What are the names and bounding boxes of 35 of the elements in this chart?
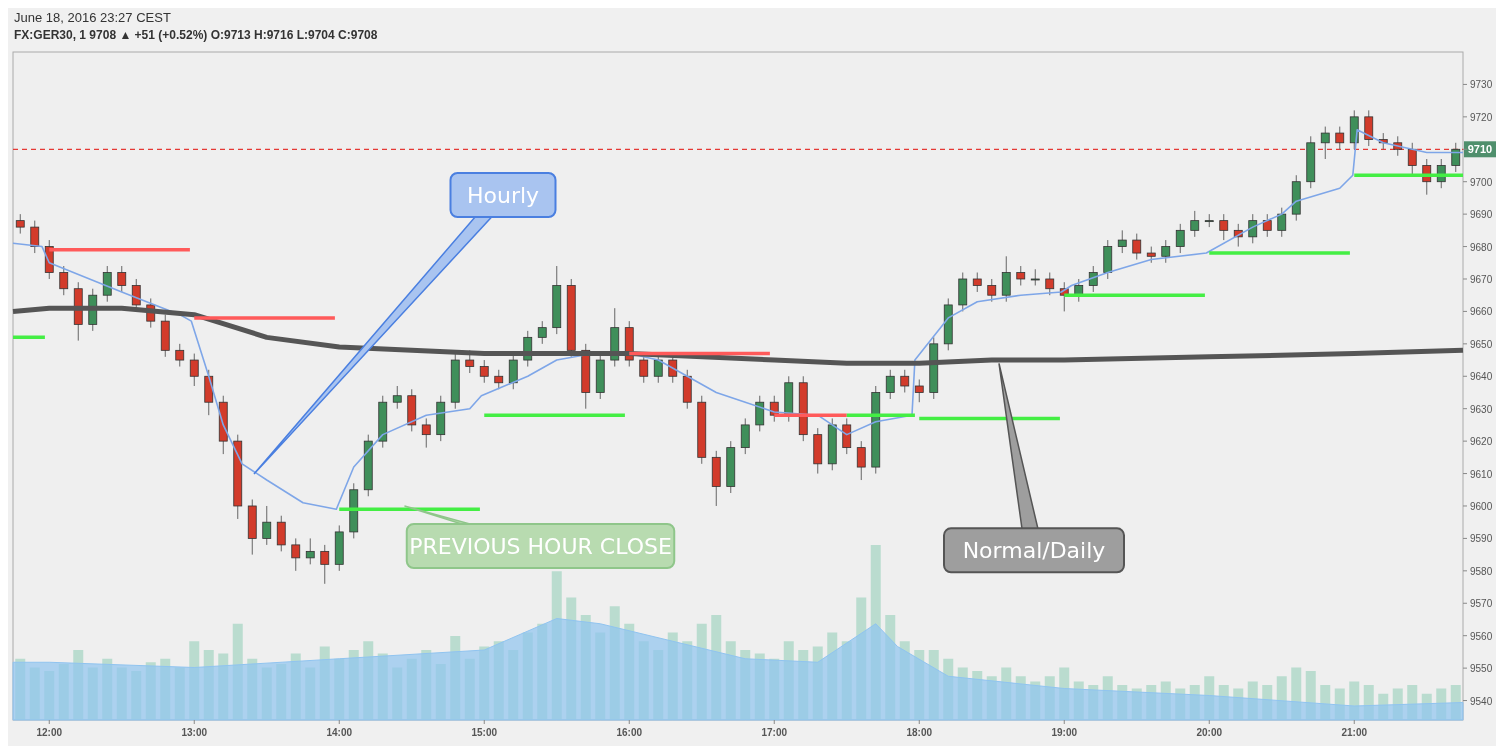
x-tick-label: 21:00: [1341, 727, 1368, 738]
y-tick-label: 9670: [1470, 273, 1493, 285]
y-tick-label: 9570: [1470, 598, 1493, 610]
y-tick-label: 9730: [1470, 79, 1493, 91]
y-tick-label: 9710: [1467, 143, 1493, 156]
x-tick-label: 20:00: [1196, 727, 1223, 738]
x-tick-label: 12:00: [36, 727, 63, 738]
x-tick-label: 17:00: [761, 727, 788, 738]
y-tick-label: 9720: [1470, 111, 1493, 123]
chart-subtitle: FX:GER30, 1 9708 ▲ +51 (+0.52%) O:9713 H:9716 L:9704 C:9708: [14, 28, 378, 42]
x-tick-label: 16:00: [616, 727, 643, 738]
y-tick-label: 9560: [1470, 630, 1493, 642]
y-tick-label: 9550: [1470, 663, 1493, 675]
y-tick-label: 9660: [1470, 306, 1493, 318]
y-tick-label: 9680: [1470, 241, 1493, 253]
y-tick-label: 9650: [1470, 338, 1493, 350]
x-tick-label: 19:00: [1051, 727, 1078, 738]
y-tick-label: 9620: [1470, 436, 1493, 448]
y-tick-label: 9630: [1470, 403, 1493, 415]
y-tick-label: 9700: [1470, 176, 1493, 188]
y-tick-label: 9580: [1470, 565, 1493, 577]
y-tick-label: 9590: [1470, 533, 1493, 545]
x-tick-label: 14:00: [326, 727, 353, 738]
annotation: Hourly: [466, 183, 540, 208]
y-tick-label: 9540: [1470, 695, 1493, 707]
y-tick-label: 9600: [1470, 500, 1493, 512]
x-tick-label: 18:00: [906, 727, 933, 738]
y-tick-label: 9610: [1470, 468, 1493, 480]
y-tick-label: 9690: [1470, 209, 1493, 221]
x-tick-label: 15:00: [471, 727, 498, 738]
annotation: Normal/Daily: [962, 538, 1106, 564]
chart-title: June 18, 2016 23:27 CEST: [14, 10, 171, 25]
y-tick-label: 9640: [1470, 371, 1493, 383]
annotation: PREVIOUS HOUR CLOSE: [409, 533, 672, 559]
x-tick-label: 13:00: [181, 727, 208, 738]
